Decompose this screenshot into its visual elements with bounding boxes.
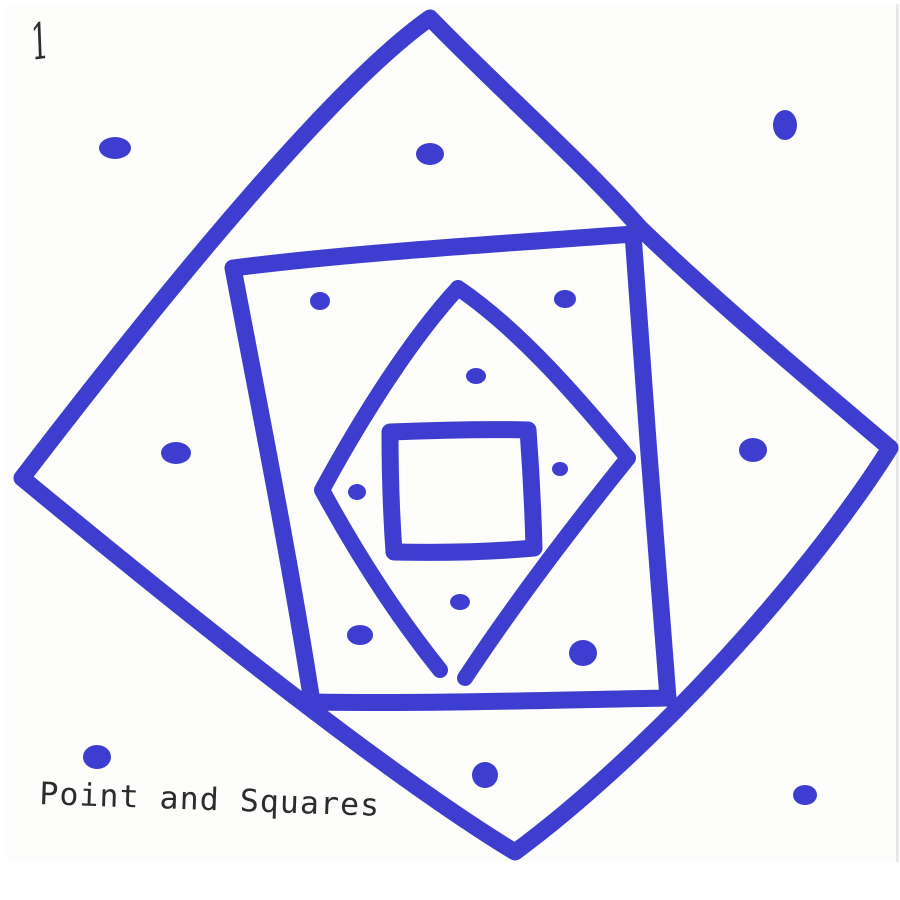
dot (554, 290, 576, 308)
dot (450, 594, 470, 610)
dot (466, 368, 486, 384)
innermost-square (381, 421, 543, 561)
dot (472, 762, 498, 788)
dot (793, 785, 817, 805)
inner-diamond (314, 280, 636, 686)
dot (161, 442, 191, 464)
dot (569, 640, 597, 666)
dot (99, 137, 131, 159)
dot (552, 462, 568, 476)
dot (773, 110, 797, 140)
outer-diamond (13, 9, 899, 861)
middle-square (224, 225, 677, 712)
dot (83, 745, 111, 769)
scan-margin (0, 862, 900, 900)
dot (347, 625, 373, 645)
dot (416, 143, 444, 165)
dot (739, 438, 767, 462)
dot (310, 292, 330, 310)
card-number: 1 (29, 11, 50, 72)
dot (348, 484, 366, 500)
